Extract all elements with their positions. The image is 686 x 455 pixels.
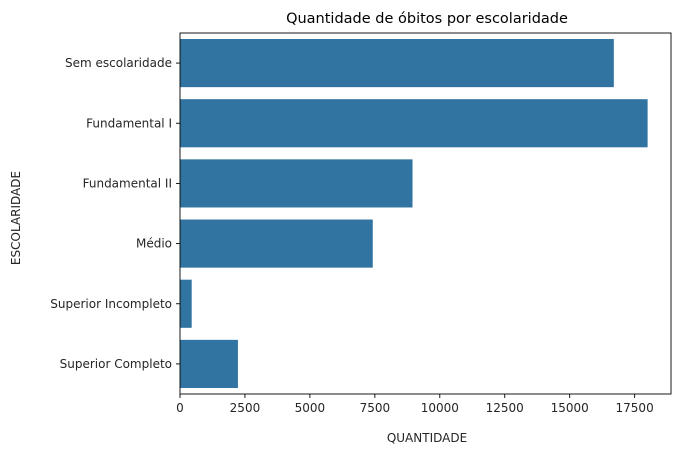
x-tick-label: 2500 — [230, 401, 261, 415]
bar — [180, 99, 648, 148]
y-tick-label: Fundamental I — [86, 116, 172, 130]
bar — [180, 39, 614, 88]
chart-title: Quantidade de óbitos por escolaridade — [286, 11, 568, 27]
bar — [180, 159, 413, 208]
y-tick-label: Superior Completo — [60, 357, 172, 371]
bar — [180, 219, 373, 268]
x-tick-label: 17500 — [616, 401, 654, 415]
y-tick-label: Superior Incompleto — [50, 297, 172, 311]
x-axis-label: QUANTIDADE — [387, 431, 467, 445]
x-tick-label: 10000 — [421, 401, 459, 415]
x-tick-label: 7500 — [360, 401, 391, 415]
y-ticks-group: Sem escolaridade Fundamental I Fundamental… — [50, 56, 180, 371]
x-tick-label: 0 — [176, 401, 184, 415]
bars-group — [180, 39, 648, 388]
y-axis-label: ESCOLARIDADE — [9, 171, 23, 265]
x-tick-label: 15000 — [551, 401, 589, 415]
x-tick-label: 12500 — [486, 401, 524, 415]
y-tick-label: Sem escolaridade — [65, 56, 172, 70]
bar — [180, 279, 192, 328]
x-tick-label: 5000 — [295, 401, 326, 415]
y-tick-label: Médio — [136, 237, 172, 251]
plot-frame — [179, 32, 672, 395]
y-tick-label: Fundamental II — [83, 176, 172, 190]
x-ticks-group: 0 2500 5000 7500 10000 12500 15000 17500 — [176, 394, 654, 415]
bar — [180, 339, 238, 388]
